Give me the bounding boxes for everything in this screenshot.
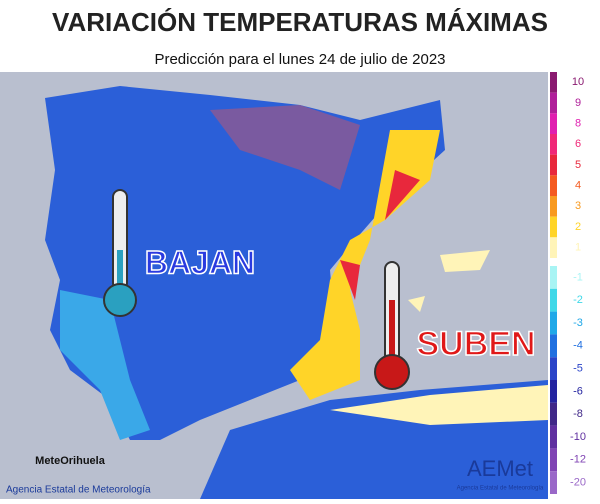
legend-label: 2 xyxy=(575,221,581,233)
hot-spots xyxy=(340,170,420,300)
legend-swatch xyxy=(550,113,557,134)
label-up: SUBEN xyxy=(416,325,535,363)
legend-swatch xyxy=(550,72,557,93)
title: VARIACIÓN TEMPERATURAS MÁXIMAS xyxy=(52,7,548,37)
legend-label: 8 xyxy=(575,118,581,130)
legend-label: 3 xyxy=(575,200,581,212)
left-text: Agencia Estatal de Meteorología xyxy=(6,485,151,496)
legend-label: -10 xyxy=(570,431,586,443)
legend-swatch xyxy=(550,402,557,426)
legend-swatch xyxy=(550,425,557,449)
legend-swatch xyxy=(550,196,557,217)
legend-swatch xyxy=(550,154,557,176)
legend-swatch xyxy=(550,357,557,380)
legend-label: -3 xyxy=(573,317,583,329)
legend-label: 5 xyxy=(575,159,581,171)
subtitle: Predicción para el lunes 24 de julio de … xyxy=(154,51,445,68)
legend-label: -4 xyxy=(573,340,583,352)
legend-swatch xyxy=(550,311,557,335)
map: BAJAN SUBEN MeteOrihuela AEMet Agencia E… xyxy=(0,72,548,499)
legend-label: -8 xyxy=(573,408,583,420)
islands xyxy=(408,250,490,312)
legend: 10 9 8 6 5 4 3 2 1 -1 -2 -3 -4 -5 -6 -8 -10 -12 -20 xyxy=(550,72,586,494)
legend-label: -6 xyxy=(573,385,583,397)
legend-swatch xyxy=(550,175,557,196)
africa-coast xyxy=(330,385,548,425)
legend-label: 9 xyxy=(575,97,581,109)
legend-swatch xyxy=(550,288,557,312)
legend-swatch xyxy=(550,380,557,403)
legend-swatch xyxy=(550,92,557,114)
legend-label: 10 xyxy=(572,76,584,88)
legend-label: -20 xyxy=(570,477,586,489)
thermometer-hot xyxy=(374,261,410,390)
legend-label: 4 xyxy=(575,180,581,192)
legend-swatch xyxy=(550,448,557,472)
iberia xyxy=(45,86,445,440)
thermometer-cold xyxy=(103,189,137,317)
legend-label: -12 xyxy=(570,454,586,466)
west-zone xyxy=(60,290,150,440)
legend-label: -1 xyxy=(573,271,583,283)
north-zone xyxy=(210,105,360,190)
right-text: Agencia Estatal de Meteorología xyxy=(457,486,544,492)
legend-label: -5 xyxy=(573,363,583,375)
footer-band xyxy=(0,480,170,499)
right-logo: AEMet xyxy=(467,456,533,481)
legend-label: 1 xyxy=(575,242,581,254)
legend-swatch xyxy=(550,266,557,289)
legend-swatch xyxy=(550,134,557,155)
label-down: BAJAN xyxy=(145,244,255,280)
legend-swatch xyxy=(550,216,557,238)
left-logo: MeteOrihuela xyxy=(35,455,106,467)
legend-swatch xyxy=(550,237,557,258)
legend-swatch xyxy=(550,471,557,494)
legend-label: -2 xyxy=(573,294,583,306)
legend-swatch xyxy=(550,334,557,358)
legend-label: 6 xyxy=(575,138,581,150)
